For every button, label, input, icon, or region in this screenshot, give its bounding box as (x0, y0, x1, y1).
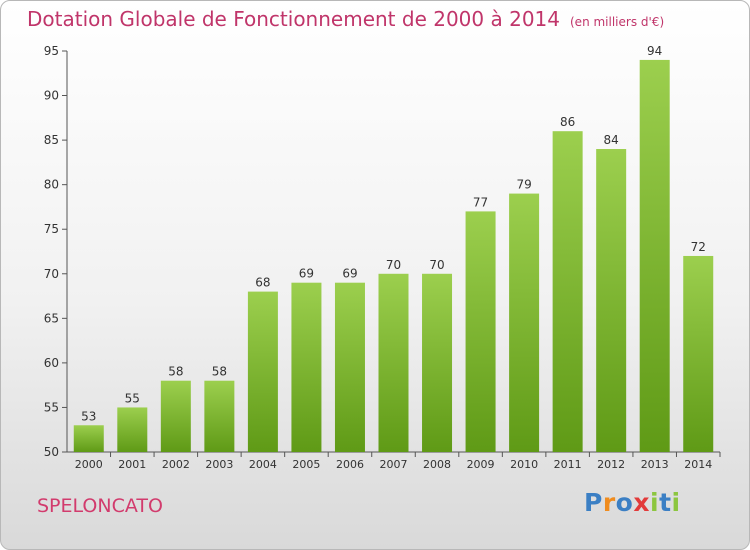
x-tick-label: 2002 (162, 458, 190, 471)
bar (247, 291, 278, 452)
bar (117, 407, 148, 452)
bar (160, 380, 191, 452)
y-tick-label: 60 (44, 356, 59, 370)
bar (509, 193, 540, 453)
logo-letter: i (671, 488, 681, 517)
x-tick-label: 2001 (118, 458, 146, 471)
x-tick-label: 2010 (510, 458, 538, 471)
x-tick-label: 2005 (292, 458, 320, 471)
y-tick-label: 75 (44, 222, 59, 236)
data-label: 79 (516, 178, 531, 192)
bar (552, 131, 583, 452)
x-tick-label: 2013 (641, 458, 669, 471)
chart-title: Dotation Globale de Fonctionnement de 20… (27, 7, 665, 31)
x-tick-label: 2008 (423, 458, 451, 471)
data-label: 69 (342, 267, 357, 281)
bar (596, 149, 627, 452)
x-tick-label: 2000 (75, 458, 103, 471)
bar (291, 282, 322, 452)
bar (334, 282, 365, 452)
x-tick-label: 2004 (249, 458, 277, 471)
data-label: 72 (691, 240, 706, 254)
y-tick-label: 85 (44, 133, 59, 147)
logo-letter: t (659, 488, 672, 517)
bar (422, 273, 453, 452)
data-label: 55 (125, 391, 140, 405)
x-tick-label: 2006 (336, 458, 364, 471)
bar (73, 425, 104, 452)
proxiti-logo: Proxiti (584, 488, 681, 517)
logo-letter: o (615, 488, 634, 517)
data-label: 69 (299, 267, 314, 281)
data-label: 68 (255, 276, 270, 290)
bar (465, 211, 496, 452)
bar (639, 59, 670, 453)
logo-letter: r (602, 488, 616, 517)
y-tick-label: 80 (44, 178, 59, 192)
data-label: 84 (604, 133, 619, 147)
x-tick-label: 2014 (684, 458, 712, 471)
logo-letter: P (584, 488, 603, 517)
data-label: 70 (386, 258, 401, 272)
data-label: 86 (560, 115, 575, 129)
x-tick-label: 2009 (467, 458, 495, 471)
data-label: 94 (647, 44, 662, 58)
chart-unit: (en milliers d'€) (570, 15, 665, 29)
x-tick-label: 2003 (205, 458, 233, 471)
x-tick-label: 2012 (597, 458, 625, 471)
data-label: 58 (212, 365, 227, 379)
y-tick-label: 70 (44, 267, 59, 281)
data-label: 70 (429, 258, 444, 272)
data-label: 77 (473, 195, 488, 209)
x-tick-label: 2011 (554, 458, 582, 471)
y-tick-label: 95 (44, 44, 59, 58)
data-label: 53 (81, 409, 96, 423)
y-tick-label: 55 (44, 400, 59, 414)
logo-letter: x (633, 488, 650, 517)
bar (378, 273, 409, 452)
bar (683, 255, 714, 452)
y-tick-label: 90 (44, 89, 59, 103)
x-tick-label: 2007 (380, 458, 408, 471)
commune-name: SPELONCATO (37, 495, 163, 517)
data-label: 58 (168, 365, 183, 379)
y-tick-label: 65 (44, 311, 59, 325)
logo-letter: i (650, 488, 660, 517)
bar (204, 380, 235, 452)
y-tick-label: 50 (44, 445, 59, 459)
